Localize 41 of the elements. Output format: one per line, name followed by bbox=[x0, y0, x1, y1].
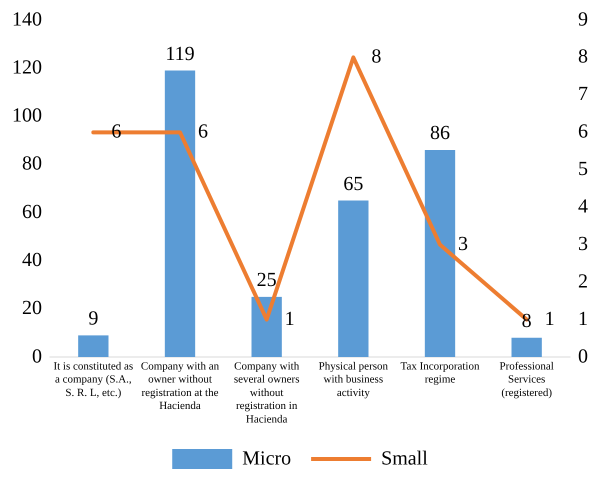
data-label: 119 bbox=[165, 42, 195, 65]
data-label: 65 bbox=[343, 172, 364, 195]
y2-tick-label: 2 bbox=[578, 270, 588, 292]
data-label: 86 bbox=[430, 122, 450, 144]
bar bbox=[164, 70, 196, 357]
y2-tick-label: 1 bbox=[578, 308, 588, 330]
y-tick-label: 40 bbox=[22, 248, 42, 271]
y-tick-label: 100 bbox=[12, 104, 42, 127]
x-tick-label: Professional Services (registered) bbox=[499, 360, 554, 399]
y-tick-label: 0 bbox=[32, 345, 42, 368]
x-tick-label: Tax Incorporation regime bbox=[400, 360, 480, 386]
y2-tick-label: 0 bbox=[578, 345, 588, 368]
x-tick-label: Company with an owner without registration at the Hacienda bbox=[140, 360, 220, 412]
y-tick-label: 140 bbox=[12, 8, 42, 30]
legend-label: Micro bbox=[242, 447, 292, 470]
data-label: 1 bbox=[544, 308, 555, 330]
data-label: 9 bbox=[88, 308, 98, 330]
legend-label: Small bbox=[381, 447, 428, 470]
data-label: 8 bbox=[371, 46, 382, 68]
y2-tick-label: 4 bbox=[578, 195, 588, 218]
bar bbox=[78, 335, 108, 357]
data-label: 1 bbox=[284, 308, 295, 330]
data-label: 25 bbox=[256, 269, 277, 292]
y-tick-label: 120 bbox=[12, 56, 42, 78]
y-tick-label: 60 bbox=[22, 200, 42, 223]
data-label: 3 bbox=[458, 232, 468, 255]
x-tick-label: Physical person with business activity bbox=[318, 360, 389, 399]
y-tick-label: 20 bbox=[22, 297, 42, 320]
bar bbox=[424, 150, 456, 357]
y2-tick-label: 5 bbox=[578, 158, 588, 180]
bar bbox=[512, 338, 542, 357]
y-tick-label: 80 bbox=[22, 152, 42, 175]
data-label: 6 bbox=[198, 120, 208, 143]
y2-tick-label: 6 bbox=[578, 120, 588, 143]
y2-tick-label: 3 bbox=[578, 232, 588, 255]
bar bbox=[338, 200, 368, 357]
y2-tick-label: 9 bbox=[578, 8, 588, 30]
x-tick-label: Company with several owners without registration in Hacienda bbox=[234, 360, 300, 426]
y2-tick-label: 8 bbox=[578, 46, 588, 68]
x-tick-label: It is constituted as a company (S.A., S. R. L, etc.) bbox=[53, 360, 134, 399]
y2-tick-label: 7 bbox=[578, 83, 588, 106]
